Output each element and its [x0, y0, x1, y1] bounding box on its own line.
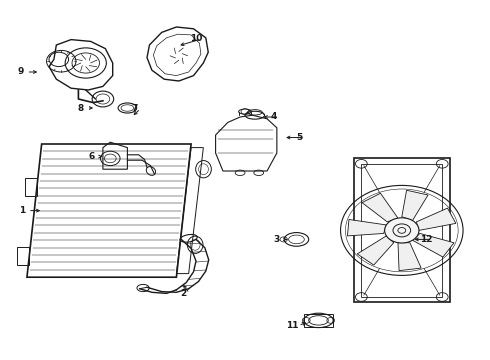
Text: 2: 2: [181, 289, 187, 298]
Bar: [354, 158, 450, 302]
Text: 10: 10: [190, 34, 202, 43]
Text: 8: 8: [78, 104, 84, 112]
Text: 9: 9: [17, 68, 24, 77]
Text: 3: 3: [274, 235, 280, 244]
Polygon shape: [402, 190, 428, 221]
Bar: [304, 314, 333, 327]
Text: 5: 5: [296, 133, 302, 142]
Text: 1: 1: [19, 206, 25, 215]
Text: 4: 4: [270, 112, 277, 121]
Bar: [361, 164, 442, 297]
Text: 11: 11: [286, 321, 299, 330]
Text: 12: 12: [420, 235, 433, 244]
Circle shape: [385, 218, 419, 243]
Polygon shape: [347, 220, 386, 236]
Polygon shape: [416, 208, 456, 230]
Text: 7: 7: [131, 104, 138, 113]
Polygon shape: [398, 243, 421, 271]
Polygon shape: [413, 233, 454, 257]
Text: 6: 6: [89, 152, 95, 161]
Polygon shape: [357, 236, 394, 265]
Polygon shape: [362, 193, 398, 222]
